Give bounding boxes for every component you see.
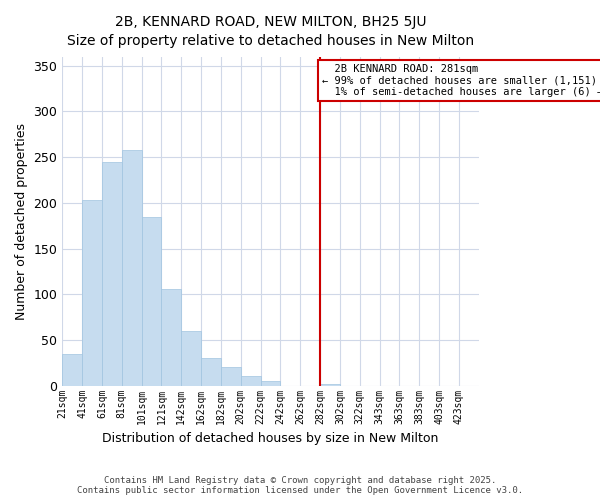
Bar (260, 381, 280, 386)
Text: Contains HM Land Registry data © Crown copyright and database right 2025.
Contai: Contains HM Land Registry data © Crown c… (77, 476, 523, 495)
Bar (221, 368, 241, 386)
Bar (241, 376, 260, 386)
Bar (181, 331, 201, 386)
Bar (122, 150, 142, 386)
Bar (201, 358, 221, 386)
Text: 2B KENNARD ROAD: 281sqm
← 99% of detached houses are smaller (1,151)
  1% of sem: 2B KENNARD ROAD: 281sqm ← 99% of detache… (322, 64, 600, 97)
Bar (82, 200, 102, 386)
Bar (161, 289, 181, 386)
Title: 2B, KENNARD ROAD, NEW MILTON, BH25 5JU
Size of property relative to detached hou: 2B, KENNARD ROAD, NEW MILTON, BH25 5JU S… (67, 15, 474, 48)
X-axis label: Distribution of detached houses by size in New Milton: Distribution of detached houses by size … (102, 432, 439, 445)
Bar (62, 354, 82, 386)
Bar (320, 384, 340, 386)
Y-axis label: Number of detached properties: Number of detached properties (15, 122, 28, 320)
Bar (102, 162, 122, 386)
Bar (142, 216, 161, 386)
